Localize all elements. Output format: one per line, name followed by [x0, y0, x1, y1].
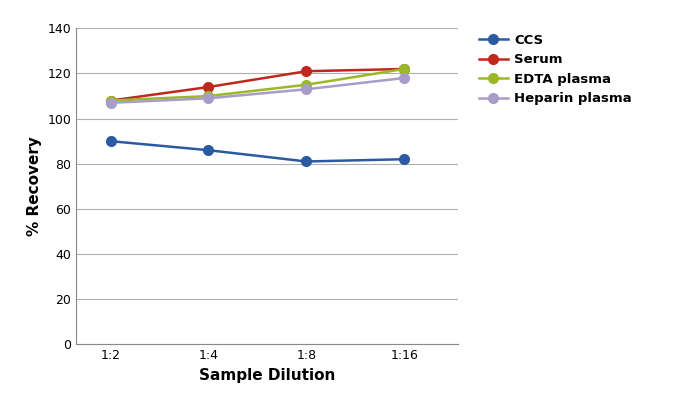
Heparin plasma	[302, 87, 310, 92]
CCS	[400, 157, 408, 162]
EDTA plasma	[106, 98, 115, 103]
EDTA plasma	[400, 66, 408, 71]
Line: EDTA plasma: EDTA plasma	[105, 64, 409, 105]
Heparin plasma	[106, 100, 115, 105]
CCS	[106, 139, 115, 144]
Serum	[302, 69, 310, 74]
Heparin plasma	[400, 76, 408, 81]
EDTA plasma	[204, 94, 212, 98]
CCS	[204, 148, 212, 153]
Line: Heparin plasma: Heparin plasma	[105, 73, 409, 108]
X-axis label: Sample Dilution: Sample Dilution	[199, 368, 335, 383]
CCS	[302, 159, 310, 164]
Y-axis label: % Recovery: % Recovery	[27, 136, 42, 236]
Heparin plasma	[204, 96, 212, 101]
EDTA plasma	[302, 82, 310, 87]
Legend: CCS, Serum, EDTA plasma, Heparin plasma: CCS, Serum, EDTA plasma, Heparin plasma	[473, 28, 637, 111]
Serum	[106, 98, 115, 103]
Serum	[204, 85, 212, 90]
Line: CCS: CCS	[105, 136, 409, 166]
Line: Serum: Serum	[105, 64, 409, 105]
Serum	[400, 66, 408, 71]
